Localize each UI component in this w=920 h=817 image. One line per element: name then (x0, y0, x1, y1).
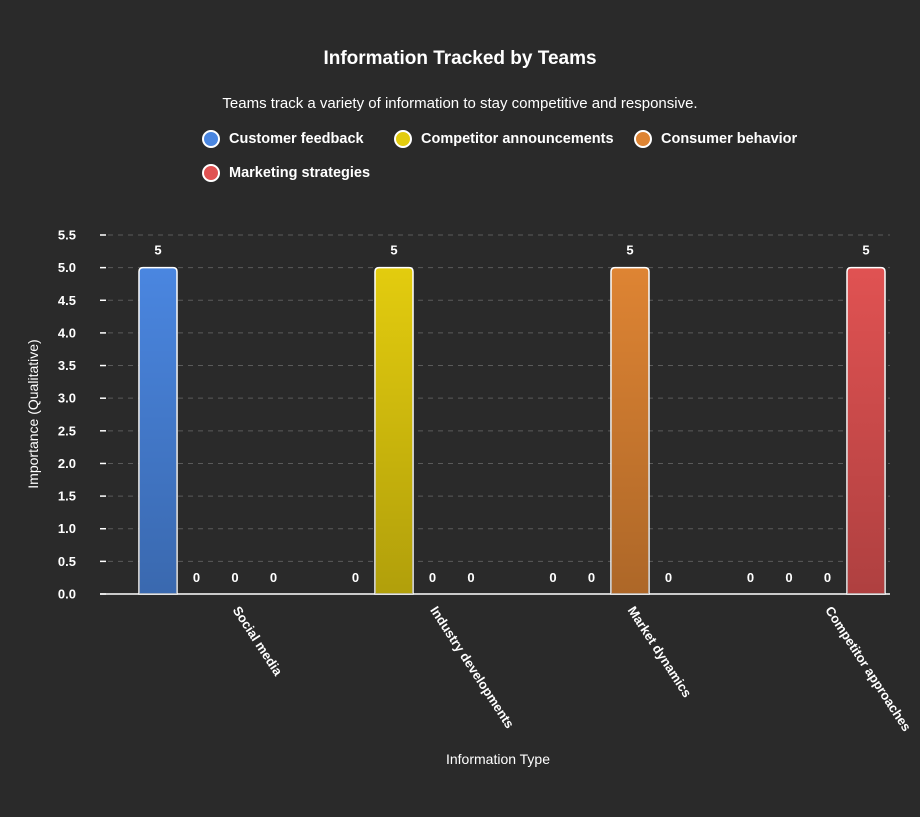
x-tick-label: Competitor approaches (822, 603, 914, 734)
y-tick-label: 4.0 (58, 325, 76, 340)
x-tick-label: Social media (230, 603, 286, 678)
y-tick-label: 3.0 (58, 391, 76, 406)
chart-title: Information Tracked by Teams (323, 48, 597, 69)
data-label: 5 (862, 243, 869, 258)
y-tick-label: 1.5 (58, 489, 76, 504)
data-label: 0 (231, 570, 238, 585)
x-axis-title: Information Type (446, 751, 550, 767)
legend-swatch-icon (394, 130, 412, 148)
legend-label: Marketing strategies (229, 165, 371, 181)
data-label: 0 (429, 570, 436, 585)
data-label: 0 (193, 570, 200, 585)
data-label: 0 (352, 570, 359, 585)
data-label: 5 (626, 243, 633, 258)
legend-item-competitor-announcements[interactable]: Competitor announcements (394, 130, 614, 148)
bar-shade (611, 267, 649, 594)
data-label: 0 (824, 570, 831, 585)
bar-shade (375, 267, 413, 594)
legend-label: Competitor announcements (421, 131, 614, 147)
data-label: 0 (665, 570, 672, 585)
data-label: 0 (785, 570, 792, 585)
y-tick-label: 4.5 (58, 293, 76, 308)
chart-subtitle: Teams track a variety of information to … (222, 95, 698, 112)
legend-item-customer-feedback[interactable]: Customer feedback (202, 130, 364, 148)
legend-swatch-icon (202, 130, 220, 148)
data-label: 5 (390, 243, 397, 258)
data-label: 0 (747, 570, 754, 585)
y-tick-label: 0.5 (58, 554, 76, 569)
legend-label: Customer feedback (229, 131, 364, 147)
legend-item-consumer-behavior[interactable]: Consumer behavior (634, 130, 797, 148)
legend-item-marketing-strategies[interactable]: Marketing strategies (202, 164, 370, 182)
y-axis-title: Importance (Qualitative) (25, 339, 41, 488)
legend-swatch-icon (634, 130, 652, 148)
data-label: 0 (467, 570, 474, 585)
legend-swatch-icon (202, 164, 220, 182)
y-tick-label: 0.0 (58, 587, 76, 602)
bar-shade (139, 267, 177, 594)
data-label: 0 (270, 570, 277, 585)
data-label: 0 (549, 570, 556, 585)
bar-shade (847, 267, 885, 594)
y-tick-label: 5.0 (58, 260, 76, 275)
data-label: 0 (588, 570, 595, 585)
y-tick-label: 2.0 (58, 456, 76, 471)
y-tick-label: 3.5 (58, 358, 76, 373)
y-tick-label: 5.5 (58, 228, 76, 243)
y-tick-label: 1.0 (58, 521, 76, 536)
x-tick-label: Industry developments (427, 603, 517, 731)
data-label: 5 (154, 243, 161, 258)
x-tick-label: Market dynamics (625, 603, 695, 700)
chart-legend: Customer feedback Competitor announcemen… (0, 0, 920, 200)
y-tick-label: 2.5 (58, 423, 76, 438)
legend-label: Consumer behavior (661, 131, 798, 147)
